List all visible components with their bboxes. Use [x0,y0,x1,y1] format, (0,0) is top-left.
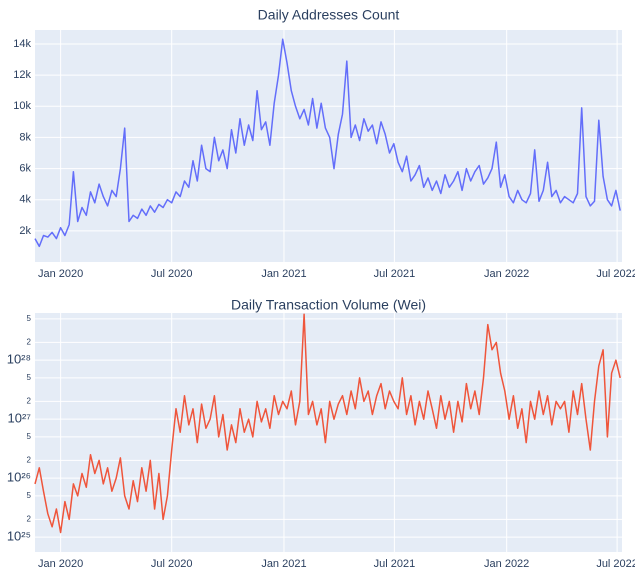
data-line [34,38,621,248]
x-tick-label: Jan 2022 [484,268,529,280]
y-tick-label: 10²⁸ [7,352,31,367]
y-tick-label: 2 [27,338,32,347]
y-tick-label: 2k [19,225,31,237]
x-tick-label: Jan 2021 [261,268,306,280]
y-tick-label: 4k [19,194,31,206]
y-tick-label: 2 [27,397,32,406]
y-tick-label: 10²⁶ [7,470,31,485]
data-line [34,313,621,534]
x-tick-label: Jan 2020 [38,558,83,569]
x-tick-label: Jan 2020 [38,268,83,280]
y-tick-label: 10²⁷ [8,411,32,426]
y-tick-label: 2 [27,514,32,523]
y-tick-label: 8k [19,131,31,143]
x-tick-label: Jul 2022 [596,558,635,569]
chart-title: Daily Addresses Count [258,7,400,23]
y-tick-label: 10k [13,100,31,112]
y-tick-label: 2 [27,455,32,464]
x-tick-label: Jul 2022 [596,268,635,280]
x-tick-label: Jan 2022 [484,558,529,569]
x-tick-label: Jul 2021 [374,558,416,569]
y-tick-label: 10²⁵ [7,529,31,544]
x-tick-label: Jul 2021 [374,268,416,280]
y-tick-label: 5 [27,373,32,382]
plot-area [35,30,622,262]
y-tick-label: 5 [27,491,32,500]
y-tick-label: 14k [13,38,31,50]
y-tick-label: 5 [27,314,32,323]
x-tick-label: Jan 2021 [261,558,306,569]
y-tick-label: 5 [27,432,32,441]
x-tick-label: Jul 2020 [151,268,193,280]
chart-title: Daily Transaction Volume (Wei) [231,297,426,313]
y-tick-label: 12k [13,69,31,81]
y-tick-label: 6k [19,162,31,174]
x-tick-label: Jul 2020 [151,558,193,569]
plot-area [35,313,622,552]
